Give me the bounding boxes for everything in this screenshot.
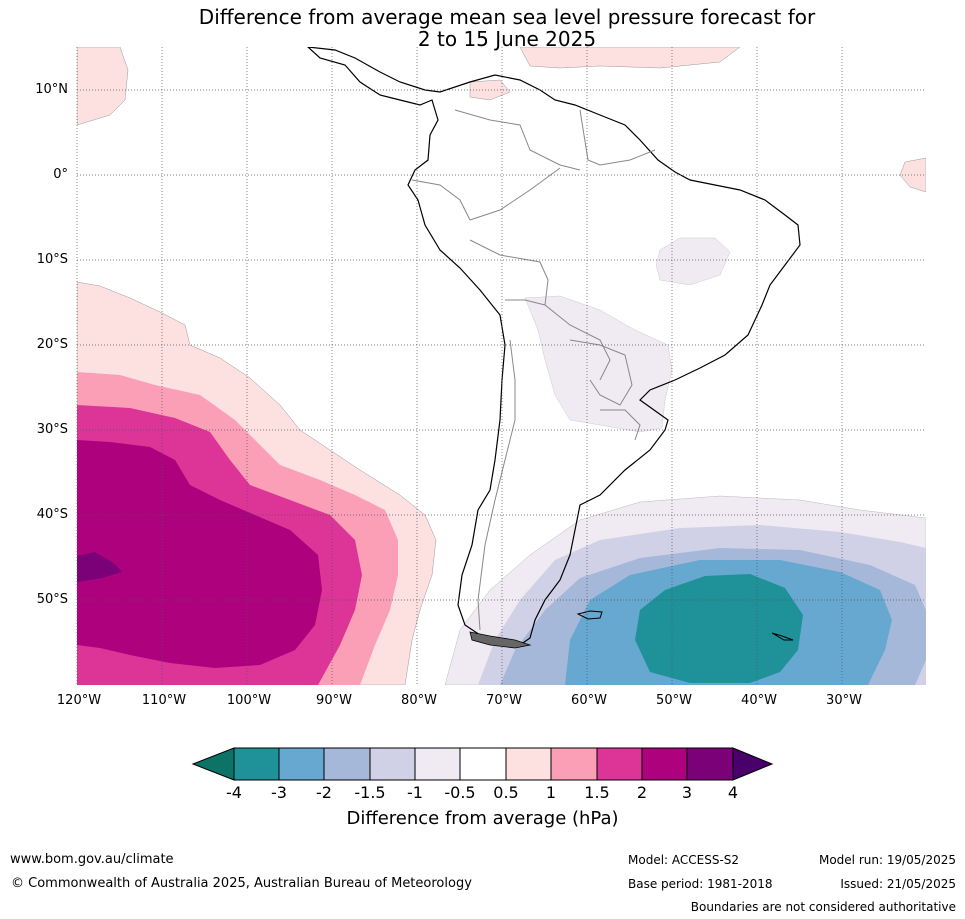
model-label: Model: ACCESS-S2 — [628, 853, 740, 867]
border-bolivia — [505, 299, 611, 381]
border-guianas — [579, 109, 656, 166]
colorbar-box-6 — [459, 747, 507, 781]
copyright-text: © Commonwealth of Australia 2025, Austra… — [11, 876, 472, 891]
anomaly-zone-pos-2 — [77, 440, 322, 668]
south-georgia — [771, 632, 794, 641]
colorbar-box-10 — [641, 747, 688, 781]
country-borders-layer — [411, 109, 656, 631]
lon-label-70w: 70°W — [486, 693, 522, 708]
anomaly-zone-neg-3 — [635, 574, 803, 683]
lat-label-10n: 10°N — [35, 82, 68, 97]
colorbar-box-4 — [369, 747, 416, 781]
lon-label-60w: 60°W — [571, 693, 607, 708]
disclaimer-text: Boundaries are not considered authoritat… — [690, 900, 956, 914]
colorbar-box-8 — [550, 747, 598, 781]
lon-label-100w: 100°W — [226, 693, 272, 708]
colorbar-tick: 1 — [545, 783, 557, 802]
map-title-line1: Difference from average mean sea level p… — [198, 5, 816, 29]
base-period-label: Base period: 1981-2018 — [628, 877, 773, 891]
colorbar — [191, 747, 774, 781]
colorbar-tick: -4 — [226, 783, 242, 802]
colorbar-tick: 4 — [727, 783, 739, 802]
anomaly-zone-neg-central — [524, 295, 673, 433]
border-chile-argentina — [477, 339, 516, 631]
lat-label-50s: 50°S — [36, 592, 68, 607]
colorbar-tick: 1.5 — [584, 783, 610, 802]
colorbar-tick: 3 — [681, 783, 693, 802]
colorbar-tick: -0.5 — [444, 783, 476, 802]
colorbar-tick: -2 — [316, 783, 332, 802]
border-peru-brazil — [469, 239, 549, 306]
colorbar-box-1 — [233, 747, 280, 781]
colorbar-box-9 — [596, 747, 643, 781]
anomaly-zone-pos-caribbean — [469, 79, 511, 101]
lat-label-40s: 40°S — [36, 507, 68, 522]
south-america-coastline — [307, 47, 801, 646]
colorbar-box-7 — [505, 747, 552, 781]
tierra-del-fuego — [469, 631, 532, 649]
border-uruguay — [600, 409, 641, 441]
colorbar-box-2 — [278, 747, 325, 781]
map-title-line2: 2 to 15 June 2025 — [417, 27, 597, 51]
colorbar-tick: -3 — [271, 783, 287, 802]
border-ecuador-peru — [411, 179, 471, 221]
colorbar-tick: -1.5 — [354, 783, 386, 802]
coastline-layer — [307, 47, 801, 649]
colorbar-title: Difference from average (hPa) — [346, 808, 619, 829]
colorbar-tick: -1 — [407, 783, 423, 802]
lat-label-20s: 20°S — [36, 337, 68, 352]
lon-label-40w: 40°W — [741, 693, 777, 708]
colorbar-box-3 — [323, 747, 371, 781]
issued-label: Issued: 21/05/2025 — [840, 877, 956, 891]
lat-label-0: 0° — [53, 167, 68, 182]
lon-label-110w: 110°W — [141, 693, 187, 708]
colorbar-extend-low — [191, 747, 235, 781]
graticule — [76, 47, 926, 685]
lon-label-30w: 30°W — [826, 693, 862, 708]
lat-label-10s: 10°S — [36, 252, 68, 267]
border-colombia-brazil — [469, 167, 561, 221]
colorbar-tick: 0.5 — [493, 783, 519, 802]
anomaly-zone-pos-nw — [77, 47, 129, 126]
lon-label-80w: 80°W — [401, 693, 437, 708]
colorbar-box-11 — [686, 747, 734, 781]
website-link[interactable]: www.bom.gov.au/climate — [10, 852, 174, 867]
colorbar-box-5 — [414, 747, 461, 781]
border-colombia-venezuela — [454, 109, 581, 171]
model-run-label: Model run: 19/05/2025 — [818, 853, 956, 867]
pressure-anomaly-layer — [77, 47, 926, 685]
lon-label-90w: 90°W — [316, 693, 352, 708]
anomaly-zone-pos-3 — [77, 552, 122, 582]
anomaly-zone-neg-brazil — [655, 237, 731, 286]
colorbar-extend-high — [732, 747, 774, 781]
colorbar-tick: 2 — [636, 783, 648, 802]
anomaly-zone-pos-north — [519, 47, 741, 69]
anomaly-zone-pos-east — [899, 157, 926, 193]
lat-label-30s: 30°S — [36, 422, 68, 437]
lon-label-50w: 50°W — [656, 693, 692, 708]
falkland-islands — [576, 610, 603, 620]
lon-label-120w: 120°W — [56, 693, 102, 708]
